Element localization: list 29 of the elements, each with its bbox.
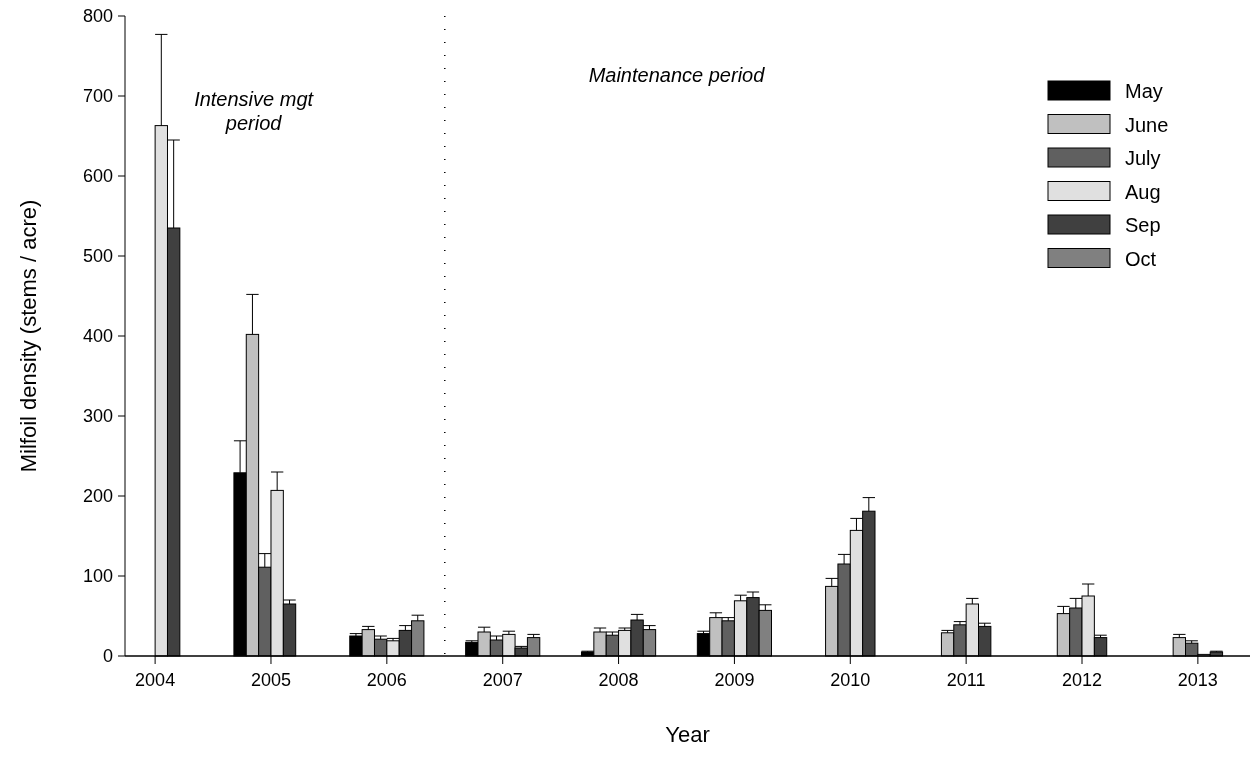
x-tick-label: 2011 [946,670,986,690]
y-tick-label: 400 [82,326,113,347]
y-axis-title: Milfoil density (stems / acre) [16,199,41,473]
annotation: Maintenance period [588,64,766,86]
legend-label: May [1125,80,1163,102]
x-tick-label: 2004 [135,670,176,690]
x-tick-label: 2005 [250,670,292,690]
x-tick-label: 2009 [714,670,755,690]
y-tick-label: 200 [82,486,113,507]
y-tick-label: 600 [82,166,113,187]
y-tick-label: 700 [82,86,113,107]
y-tick-label: 800 [82,6,113,27]
x-tick-label: 2007 [482,670,523,690]
legend-label: Oct [1125,247,1157,270]
y-tick-label: 100 [82,566,113,587]
legend-label: July [1125,147,1161,169]
x-tick-label: 2012 [1061,670,1103,690]
y-tick-label: 500 [82,246,113,267]
x-tick-label: 2008 [598,670,639,690]
x-tick-label: 2013 [1177,670,1218,690]
x-tick-label: 2010 [830,670,871,690]
annotation: Intensive mgt period [194,88,315,134]
legend-label: Sep [1125,214,1161,236]
legend-label: June [1125,113,1169,136]
legend-label: Aug [1125,180,1161,203]
y-tick-label: 0 [102,646,113,667]
x-axis-title: Year [665,722,710,747]
y-tick-label: 300 [82,406,113,427]
x-tick-label: 2006 [366,670,407,690]
